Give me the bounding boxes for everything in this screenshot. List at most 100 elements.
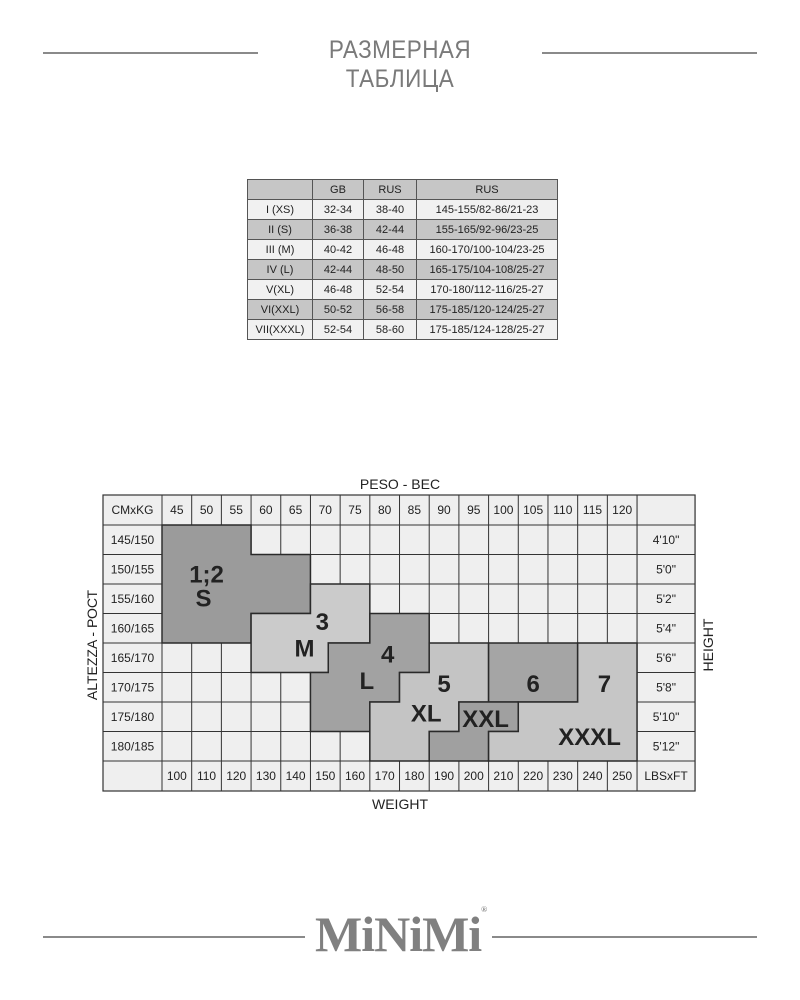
kg-tick-label: 120 [612,503,632,517]
table-cell: VI(XXL) [247,299,313,320]
zone-number-label: 1;2 [189,562,224,589]
table-row: VI(XXL) 50-52 56-58 175-185/120-124/25-27 [247,299,558,320]
right-axis-label: HEIGHT [700,618,716,671]
kg-tick-label: 65 [289,503,303,517]
lbs-tick-label: 190 [434,769,454,783]
kg-tick-label: 105 [523,503,543,517]
kg-tick-label: 80 [378,503,392,517]
zone-number-label: 7 [598,671,611,698]
kg-tick-label: 75 [348,503,362,517]
table-row: V(XL) 46-48 52-54 170-180/112-116/25-27 [247,279,558,300]
table-cell: II (S) [247,219,313,240]
kg-tick-label: 110 [553,503,572,517]
lbs-tick-label: 160 [345,769,365,783]
ft-tick-label: 5'6" [656,651,676,665]
zone-size-label: L [360,668,375,695]
zone-size-label: S [196,585,212,612]
zone-number-label: 5 [437,671,450,698]
table-cell: 38-40 [363,199,417,220]
ft-tick-label: 5'0" [656,562,676,576]
lbs-tick-label: 220 [523,769,543,783]
kg-tick-label: 50 [200,503,214,517]
table-row: IV (L) 42-44 48-50 165-175/104-108/25-27 [247,259,558,280]
top-axis-label: PESO - ВЕС [360,476,440,492]
logo-text: MiNiMi [315,906,482,962]
ft-tick-label: 5'4" [656,621,676,635]
zone-number-label: 4 [381,641,395,668]
logo-rule-right [492,936,757,938]
table-cell: 145-155/82-86/21-23 [416,199,558,220]
lbs-tick-label: 240 [582,769,602,783]
table-cell: 58-60 [363,319,417,340]
bottom-axis-label: WEIGHT [372,796,428,812]
cm-tick-label: 160/165 [111,621,155,635]
table-cell: 160-170/100-104/23-25 [416,239,558,260]
size-table: GB RUS RUS I (XS) 32-34 38-40 145-155/82-86/21… [247,179,558,340]
kg-tick-label: 90 [437,503,451,517]
table-cell: 175-185/124-128/25-27 [416,319,558,340]
table-cell: 42-44 [363,219,417,240]
table-cell: 42-44 [312,259,364,280]
table-cell: I (XS) [247,199,313,220]
ft-tick-label: 5'10" [653,710,680,724]
lbs-tick-label: 110 [197,769,216,783]
zone-number-label: 3 [316,609,329,636]
lbs-tick-label: 170 [375,769,395,783]
registered-mark: ® [481,905,487,914]
zone-size-label: M [295,635,315,662]
table-cell: 175-185/120-124/25-27 [416,299,558,320]
table-row: VII(XXXL) 52-54 58-60 175-185/124-128/25-27 [247,319,558,340]
lbs-tick-label: 140 [286,769,306,783]
cm-tick-label: 165/170 [111,651,155,665]
cm-tick-label: 180/185 [111,739,155,753]
cm-tick-label: 175/180 [111,710,155,724]
cm-tick-label: 145/150 [111,533,155,547]
kg-tick-label: 115 [583,503,602,517]
corner-bottom-label: LBSxFT [644,769,688,783]
table-cell: 48-50 [363,259,417,280]
table-cell: 56-58 [363,299,417,320]
ft-tick-label: 5'2" [656,592,676,606]
kg-tick-label: 95 [467,503,481,517]
table-cell: 50-52 [312,299,364,320]
table-cell: 165-175/104-108/25-27 [416,259,558,280]
cm-tick-label: 155/160 [111,592,155,606]
kg-tick-label: 60 [259,503,273,517]
brand-logo: MiNiMi® [315,905,487,963]
table-cell: 40-42 [312,239,364,260]
page-title: РАЗМЕРНАЯ ТАБЛИЦА [328,36,472,93]
lbs-tick-label: 120 [226,769,246,783]
lbs-tick-label: 100 [167,769,187,783]
title-rule-left [43,52,258,54]
logo-rule-left [43,936,305,938]
title-rule-right [542,52,757,54]
table-cell: RUS [416,179,558,200]
corner-top-label: CMxKG [112,503,154,517]
table-cell: 36-38 [312,219,364,240]
kg-tick-label: 45 [170,503,184,517]
lbs-tick-label: 210 [493,769,513,783]
ft-tick-label: 5'12" [653,739,680,753]
table-cell: 52-54 [363,279,417,300]
table-cell: VII(XXXL) [247,319,313,340]
kg-tick-label: 55 [230,503,244,517]
ft-tick-label: 4'10" [653,533,680,547]
table-row: II (S) 36-38 42-44 155-165/92-96/23-25 [247,219,558,240]
kg-tick-label: 70 [319,503,333,517]
lbs-tick-label: 180 [404,769,424,783]
zone-size-label: XXXL [558,724,621,751]
lbs-tick-label: 250 [612,769,632,783]
cm-tick-label: 170/175 [111,680,155,694]
zone-size-label: XL [411,700,442,727]
table-row: I (XS) 32-34 38-40 145-155/82-86/21-23 [247,199,558,220]
cm-tick-label: 150/155 [111,562,155,576]
zone-size-label: XXL [462,706,509,733]
lbs-tick-label: 130 [256,769,276,783]
kg-tick-label: 85 [408,503,422,517]
lbs-tick-label: 150 [315,769,335,783]
lbs-tick-label: 200 [464,769,484,783]
kg-tick-label: 100 [493,503,513,517]
ft-tick-label: 5'8" [656,680,676,694]
lbs-tick-label: 230 [553,769,573,783]
